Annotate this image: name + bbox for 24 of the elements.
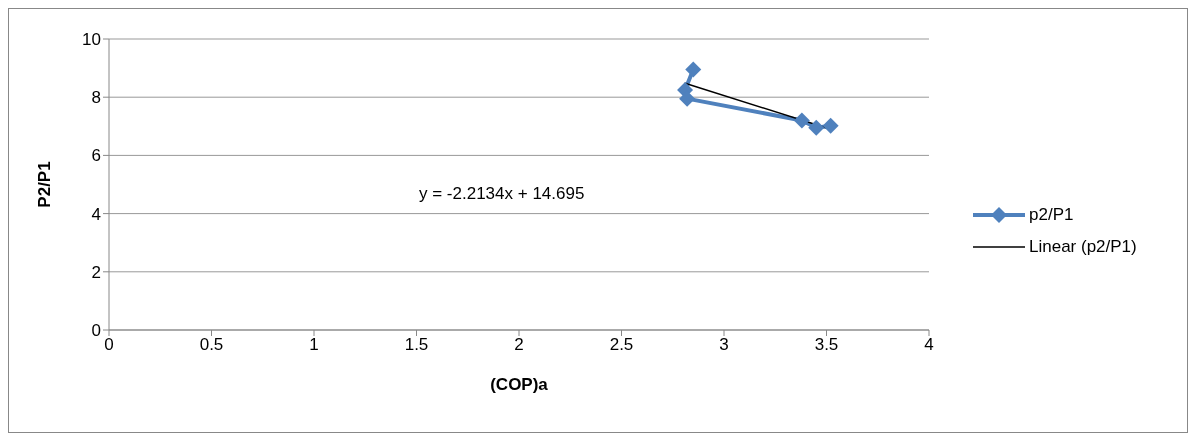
- point: [808, 119, 825, 136]
- annotation: y = -2.2134x + 14.695: [419, 184, 585, 204]
- x-tick-label: 1.5: [404, 335, 429, 355]
- x-tick-label: 4: [924, 335, 934, 355]
- y-axis-title: P2/P1: [35, 161, 55, 208]
- y-tick-label: 0: [91, 321, 101, 341]
- x-tick-label: 2: [514, 335, 524, 355]
- point: [685, 61, 702, 78]
- legend-label: p2/P1: [1029, 205, 1074, 225]
- y-tick-label: 2: [91, 262, 101, 282]
- x-axis-title: (COP)a: [490, 375, 549, 394]
- point: [793, 112, 810, 129]
- point: [822, 117, 839, 134]
- y-tick-label: 10: [82, 30, 101, 50]
- x-tick-label: 3: [719, 335, 729, 355]
- y-tick-label: 6: [91, 146, 101, 166]
- x-tick-label: 0: [104, 335, 114, 355]
- x-tick-label: 0.5: [199, 335, 224, 355]
- x-tick-label: 1: [309, 335, 319, 355]
- x-tick-label: 2.5: [609, 335, 634, 355]
- legend-label: Linear (p2/P1): [1029, 237, 1137, 257]
- y-tick-label: 8: [91, 88, 101, 108]
- x-tick-label: 3.5: [814, 335, 839, 355]
- y-tick-label: 4: [91, 204, 101, 224]
